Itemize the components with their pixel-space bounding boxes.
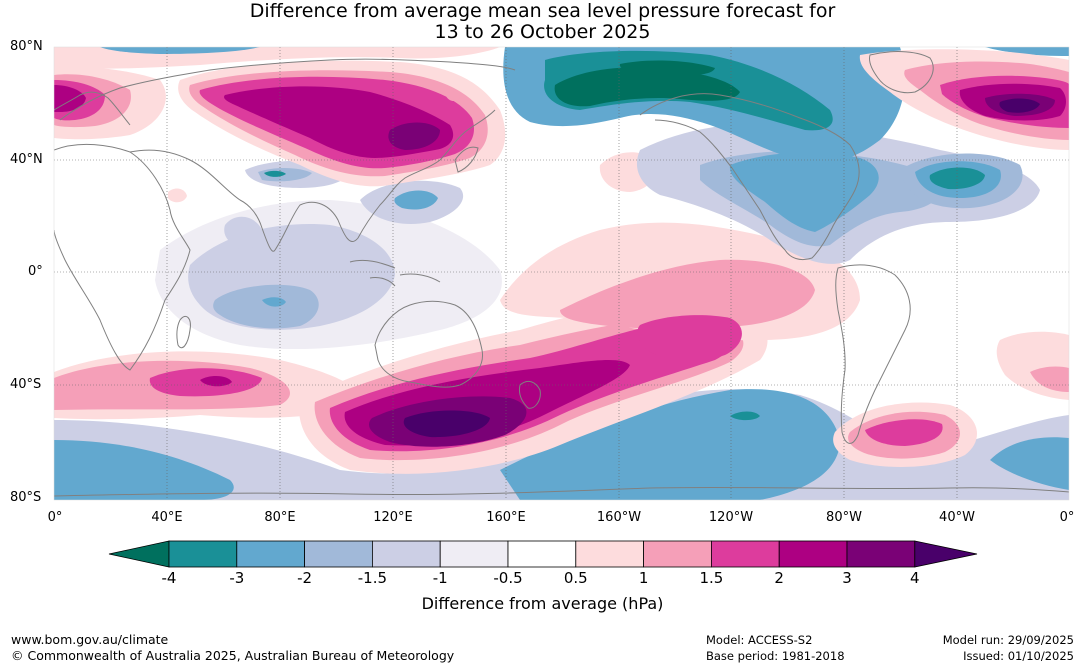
south-atlantic-positive-magenta [865, 419, 943, 446]
north-pacific-negative-core2 [619, 60, 715, 76]
pacific-positive-pink [560, 259, 815, 329]
footer-base-period: Base period: 1981-2018 [706, 649, 845, 663]
lat-label-equator: 0° [28, 264, 43, 279]
footer-website: www.bom.gov.au/climate [11, 632, 169, 647]
lat-label-40n: 40°N [10, 152, 43, 167]
colorbar-segment [304, 540, 373, 568]
colorbar-tick-label: -1 [432, 569, 448, 587]
west-atlantic-pink [1030, 366, 1069, 392]
colorbar-tick-label: 2 [774, 569, 784, 587]
colorbar-segment [439, 540, 509, 568]
colorbar-segment [575, 540, 644, 568]
colorbar-tick-label: 1 [638, 569, 649, 587]
east-siberia-pink-spot [445, 91, 460, 102]
footer-model-run: Model run: 29/09/2025 [942, 633, 1074, 647]
graticule [54, 47, 1069, 500]
footer-issued: Issued: 01/10/2025 [963, 649, 1074, 663]
north-atlantic-teal-core [929, 167, 985, 190]
east-china-sea-blue [394, 190, 438, 210]
lat-label-80n: 80°N [10, 39, 43, 54]
title-line-1: Difference from average mean sea level p… [249, 0, 836, 22]
lon-label-0-east: 0° [1059, 510, 1075, 525]
colorbar-segment [643, 540, 712, 568]
central-asia-teal-spot [264, 170, 286, 177]
madagascar-coast [176, 315, 191, 349]
colorbar-tick-label: -4 [161, 569, 177, 587]
europe-west-coast [54, 91, 131, 126]
pacific-positive-magenta [637, 315, 742, 361]
north-atlantic-positive-core [999, 98, 1040, 113]
southern-indian-purple [200, 376, 232, 387]
colorbar-tick-label: 4 [910, 569, 920, 587]
lon-label-80w: 80°W [826, 510, 862, 525]
lon-label-120e: 120°E [373, 510, 413, 525]
lon-label-160w: 160°W [596, 510, 642, 525]
colorbar-tick-label: 3 [842, 569, 852, 587]
antarctica-coast [54, 486, 1069, 497]
coastlines [54, 51, 1069, 497]
lon-label-40e: 40°E [151, 510, 183, 525]
japan-coast [454, 146, 479, 173]
colorbar-segment [168, 540, 238, 568]
australia-coast [374, 300, 484, 388]
footer-model: Model: ACCESS-S2 [706, 633, 813, 647]
colorbar-segment [507, 540, 577, 568]
map-frame [53, 46, 1070, 501]
siberia-positive-dark [388, 122, 440, 150]
colorbar-extend-low [108, 540, 170, 568]
lat-label-40s: 40°S [10, 377, 42, 392]
lon-label-0-west: 0° [47, 510, 63, 525]
colorbar-segment [371, 540, 441, 568]
colorbar-segment [846, 540, 916, 568]
africa-coast [54, 143, 191, 371]
arctic-blue-strip-east [985, 47, 1069, 56]
north-pacific-negative-core [554, 67, 740, 107]
colorbar-tick-label: -0.5 [493, 569, 523, 587]
lon-label-40w: 40°W [939, 510, 975, 525]
colorbar-segment [236, 540, 306, 568]
colorbar-extend-high [914, 540, 978, 568]
south-america-coast [835, 264, 911, 444]
lat-label-80s: 80°S [10, 490, 42, 505]
colorbar-tick-label: -1.5 [357, 569, 388, 587]
indonesia-islands [349, 259, 441, 287]
tasman-positive-core [403, 410, 490, 438]
colorbar-title: Difference from average (hPa) [421, 594, 664, 613]
southern-ocean-blue-band-west [54, 440, 234, 500]
lon-label-120w: 120°W [708, 510, 754, 525]
title-line-2: 13 to 26 October 2025 [434, 21, 651, 43]
arctic-blue-strip [100, 47, 260, 54]
southern-pacific-teal-spot [730, 411, 760, 421]
arabian-sea-negative [224, 216, 262, 250]
lon-label-80e: 80°E [264, 510, 296, 525]
greenland-coast [869, 51, 934, 94]
mongolia-positive-blob [168, 188, 187, 203]
colorbar-segment [711, 540, 780, 568]
new-zealand-coast [519, 380, 541, 409]
north-america-coast [639, 93, 860, 261]
indian-ocean-negative-blue [213, 284, 319, 329]
colorbar-tick-label: 1.5 [699, 569, 724, 587]
colorbar-tick-label: 0.5 [563, 569, 588, 587]
lon-label-160e: 160°E [486, 510, 526, 525]
eurasia-south-coast [129, 109, 496, 252]
footer-copyright: © Commonwealth of Australia 2025, Austra… [11, 648, 455, 663]
anomaly-field [54, 47, 1069, 500]
eurasia-north-coast [59, 58, 516, 121]
colorbar-segment [778, 540, 848, 568]
south-atlantic-blue [990, 437, 1069, 490]
colorbar-tick-label: -2 [297, 569, 313, 587]
colorbar-tick-label: -3 [229, 569, 245, 587]
colorbar [108, 540, 978, 568]
